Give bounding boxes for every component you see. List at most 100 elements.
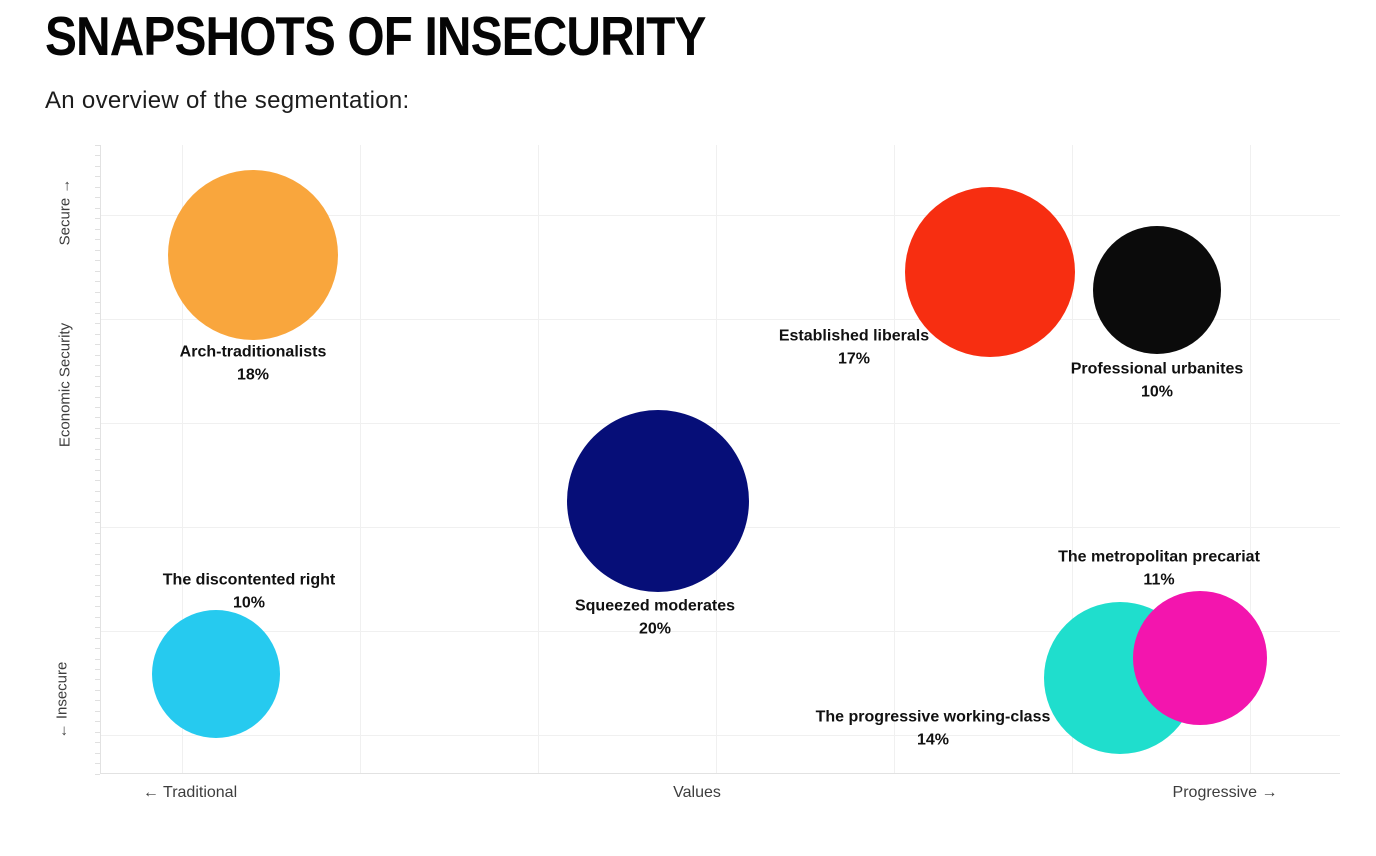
vertical-gridline <box>1072 145 1073 774</box>
y-axis-minor-tick <box>95 491 100 492</box>
y-axis-line <box>100 145 101 774</box>
y-axis-minor-tick <box>95 417 100 418</box>
bubble-label-value: 20% <box>638 620 672 637</box>
bubble-label-the-discontented-right: The discontented right 10% <box>163 570 335 615</box>
y-axis-minor-tick <box>95 239 100 240</box>
y-axis-minor-tick <box>95 397 100 398</box>
y-axis-minor-tick <box>95 428 100 429</box>
vertical-gridline <box>360 145 361 774</box>
y-axis-minor-tick <box>95 365 100 366</box>
bubble-label-value: 14% <box>916 731 950 748</box>
y-axis-minor-tick <box>95 711 100 712</box>
bubble-label-value: 11% <box>1143 571 1175 588</box>
y-axis-minor-tick <box>95 313 100 314</box>
y-axis-minor-tick <box>95 449 100 450</box>
x-axis-min-label: ← Traditional <box>142 784 238 801</box>
y-axis-minor-tick <box>95 459 100 460</box>
y-axis-minor-tick <box>95 753 100 754</box>
bubble-label-professional-urbanites: Professional urbanites 10% <box>1071 359 1244 404</box>
x-axis-line <box>100 773 1340 774</box>
y-axis-minor-tick <box>95 260 100 261</box>
y-axis-minor-tick <box>95 292 100 293</box>
y-axis-minor-tick <box>95 376 100 377</box>
y-axis-minor-tick <box>95 512 100 513</box>
y-axis-minor-tick <box>95 690 100 691</box>
bubble-label-name: The metropolitan precariat <box>1058 548 1260 566</box>
bubble-label-value: 10% <box>232 594 266 611</box>
y-axis-minor-tick <box>95 700 100 701</box>
bubble-professional-urbanites <box>1093 226 1221 354</box>
y-axis-minor-tick <box>95 522 100 523</box>
y-axis-min-label: ← Insecure <box>53 661 71 739</box>
y-axis-minor-tick <box>95 564 100 565</box>
y-axis-minor-tick <box>95 627 100 628</box>
y-axis-minor-tick <box>95 554 100 555</box>
bubble-arch-traditionalists <box>168 170 338 340</box>
horizontal-gridline <box>100 423 1340 424</box>
bubble-the-metropolitan-precariat <box>1133 591 1267 725</box>
y-axis-minor-tick <box>95 197 100 198</box>
page-subtitle: An overview of the segmentation: <box>45 87 410 114</box>
bubble-the-discontented-right <box>152 610 280 738</box>
y-axis-minor-tick <box>95 543 100 544</box>
vertical-gridline <box>182 145 183 774</box>
bubble-label-the-metropolitan-precariat: The metropolitan precariat 11% <box>1058 547 1260 592</box>
y-axis-minor-tick <box>95 386 100 387</box>
bubble-label-name: Squeezed moderates <box>574 597 736 615</box>
y-axis-minor-tick <box>95 596 100 597</box>
bubble-label-established-liberals: Established liberals 17% <box>779 326 929 371</box>
page-title: SNAPSHOTS OF INSECURITY <box>45 5 706 67</box>
y-axis-minor-tick <box>95 355 100 356</box>
y-axis-minor-tick <box>95 334 100 335</box>
y-axis-minor-tick <box>95 176 100 177</box>
y-axis-minor-tick <box>95 187 100 188</box>
y-axis-minor-tick <box>95 208 100 209</box>
horizontal-gridline <box>100 215 1340 216</box>
y-axis-minor-tick <box>95 480 100 481</box>
bubble-label-value: 17% <box>837 350 871 367</box>
bubble-label-name: Arch-traditionalists <box>179 343 327 361</box>
y-axis-minor-tick <box>95 659 100 660</box>
y-axis-max-label: Secure → <box>56 178 74 246</box>
vertical-gridline <box>894 145 895 774</box>
bubble-label-arch-traditionalists: Arch-traditionalists 18% <box>180 342 327 387</box>
y-axis-minor-tick <box>95 250 100 251</box>
y-axis-minor-tick <box>95 575 100 576</box>
y-axis-minor-tick <box>95 669 100 670</box>
y-axis-minor-tick <box>95 344 100 345</box>
y-axis-minor-tick <box>95 606 100 607</box>
x-axis-max-label: Progressive → <box>1172 784 1278 801</box>
y-axis-minor-tick <box>95 218 100 219</box>
y-axis-minor-tick <box>95 648 100 649</box>
y-axis-minor-tick <box>95 302 100 303</box>
y-axis-minor-tick <box>95 533 100 534</box>
y-axis-minor-tick <box>95 281 100 282</box>
y-axis-minor-tick <box>95 742 100 743</box>
bubble-label-value: 10% <box>1140 383 1174 400</box>
bubble-label-name: Professional urbanites <box>1070 360 1244 378</box>
y-axis-minor-tick <box>95 638 100 639</box>
bubble-label-the-progressive-working-class: The progressive working-class 14% <box>816 707 1051 752</box>
y-axis-minor-tick <box>95 501 100 502</box>
vertical-gridline <box>538 145 539 774</box>
y-axis-minor-tick <box>95 774 100 775</box>
y-axis-minor-tick <box>95 323 100 324</box>
y-axis-minor-tick <box>95 679 100 680</box>
y-axis-minor-tick <box>95 229 100 230</box>
bubble-established-liberals <box>905 187 1075 357</box>
bubble-label-name: The progressive working-class <box>815 708 1051 726</box>
bubble-label-squeezed-moderates: Squeezed moderates 20% <box>575 596 735 641</box>
y-axis-title: Economic Security <box>56 322 74 448</box>
plot-area: Arch-traditionalists 18% Established liber… <box>95 145 1340 775</box>
y-axis-minor-tick <box>95 585 100 586</box>
bubble-label-name: Established liberals <box>778 327 930 345</box>
y-axis-minor-tick <box>95 732 100 733</box>
horizontal-gridline <box>100 631 1340 632</box>
horizontal-gridline <box>100 319 1340 320</box>
horizontal-gridline <box>100 735 1340 736</box>
bubble-squeezed-moderates <box>567 410 749 592</box>
vertical-gridline <box>1250 145 1251 774</box>
y-axis-minor-tick <box>95 271 100 272</box>
bubble-label-name: The discontented right <box>162 571 336 589</box>
